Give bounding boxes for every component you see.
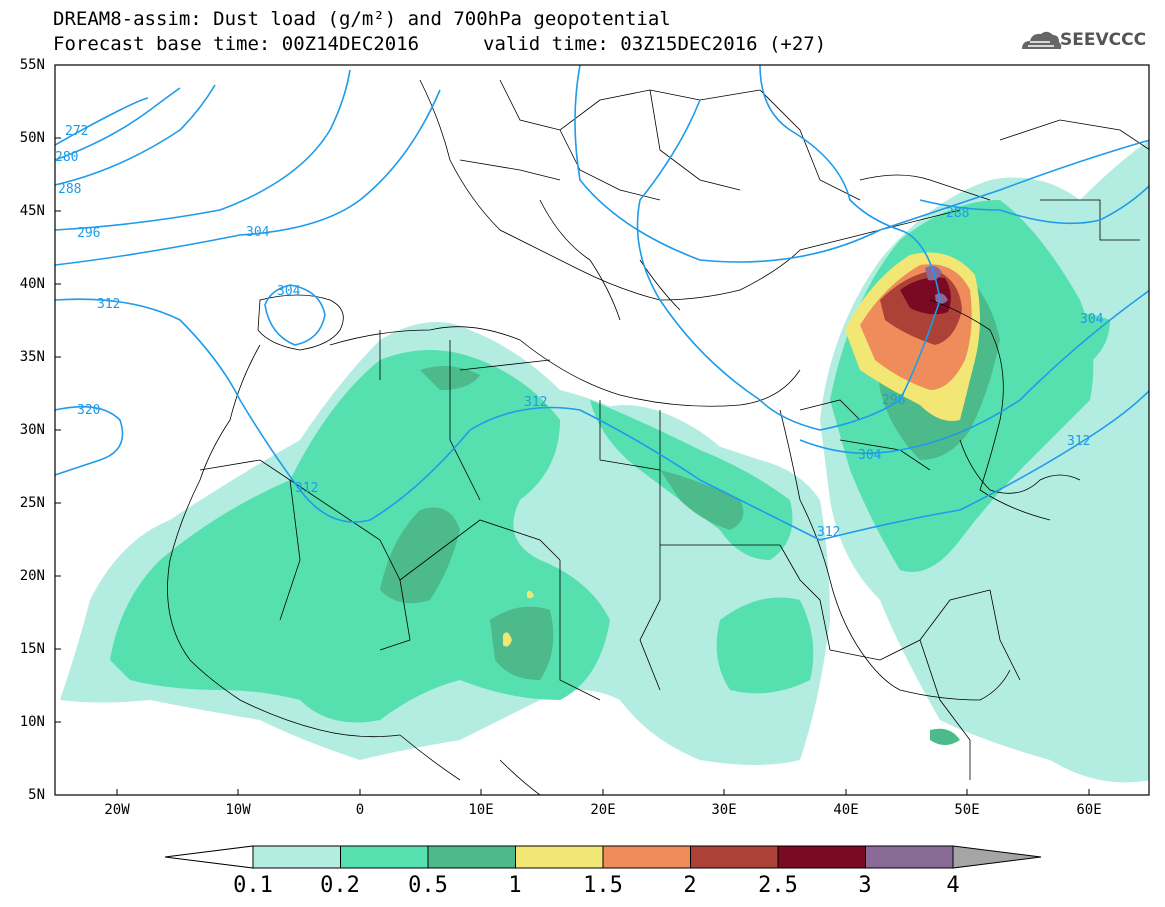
valid-time: valid time: 03Z15DEC2016 (+27) [483, 33, 827, 55]
colorbar-low-arrow [164, 845, 254, 869]
lat-label: 35N [19, 349, 45, 365]
colorbar-swatch [690, 845, 779, 869]
colorbar-label: 0.2 [320, 873, 360, 898]
geopotential-contours [55, 65, 1149, 541]
colorbar-swatch [865, 845, 954, 869]
contour-label: 312 [295, 481, 318, 496]
colorbar [164, 845, 1042, 869]
lat-label: 25N [19, 495, 45, 511]
logo-text: SEEVCCC [1060, 30, 1147, 50]
dust-shading [55, 65, 1149, 795]
contour-labels: 272 280 288 296 304 304 312 320 312 312 … [55, 124, 1104, 540]
colorbar-label: 4 [946, 873, 960, 898]
contour-label: 272 [65, 124, 88, 139]
contour-label: 304 [246, 225, 270, 240]
colorbar-swatch [515, 845, 604, 869]
contour-label: 320 [77, 403, 100, 418]
forecast-base-time: Forecast base time: 00Z14DEC2016 [53, 33, 420, 55]
lat-label: 15N [19, 641, 45, 657]
lon-label: 30E [711, 802, 737, 818]
lat-label: 40N [19, 276, 45, 292]
contour-label: 288 [58, 182, 81, 197]
colorbar-swatch [252, 845, 341, 869]
lat-label: 45N [19, 203, 45, 219]
lon-label: 50E [954, 802, 980, 818]
colorbar-label: 1 [508, 873, 522, 898]
contour-label: 304 [858, 448, 882, 463]
contour-label: 312 [817, 525, 840, 540]
lat-label: 10N [19, 714, 45, 730]
colorbar-label: 2.5 [758, 873, 798, 898]
lat-label: 5N [28, 787, 45, 803]
lon-label: 40E [833, 802, 859, 818]
lon-label: 10E [468, 802, 494, 818]
lon-label: 0 [355, 802, 365, 818]
contour-label: 312 [524, 395, 547, 410]
map-title: DREAM8-assim: Dust load (g/m²) and 700hP… [53, 8, 671, 30]
axis-ticks [55, 64, 1090, 796]
colorbar-label: 1.5 [583, 873, 623, 898]
colorbar-label: 3 [858, 873, 872, 898]
lon-label: 10W [225, 802, 251, 818]
contour-label: 296 [77, 226, 100, 241]
colorbar-swatch [777, 845, 866, 869]
cloud-icon [1022, 31, 1062, 49]
colorbar-label: 2 [683, 873, 697, 898]
lat-label: 30N [19, 422, 45, 438]
contour-label: 280 [55, 150, 78, 165]
contour-label: 304 [277, 284, 301, 299]
lon-label: 60E [1076, 802, 1102, 818]
contour-label: 304 [1080, 312, 1104, 327]
colorbar-swatch [340, 845, 429, 869]
contour-label: 312 [1067, 434, 1090, 449]
lon-label: 20E [590, 802, 616, 818]
lat-label: 55N [19, 57, 45, 73]
contour-label: 312 [97, 297, 120, 312]
lat-label: 50N [19, 130, 45, 146]
lat-label: 20N [19, 568, 45, 584]
contour-label: 296 [882, 393, 905, 408]
colorbar-high-arrow [952, 845, 1042, 869]
colorbar-swatch [602, 845, 691, 869]
lon-label: 20W [104, 802, 130, 818]
contour-label: 288 [946, 206, 969, 221]
colorbar-swatch [427, 845, 516, 869]
colorbar-label: 0.5 [408, 873, 448, 898]
colorbar-label: 0.1 [233, 873, 273, 898]
